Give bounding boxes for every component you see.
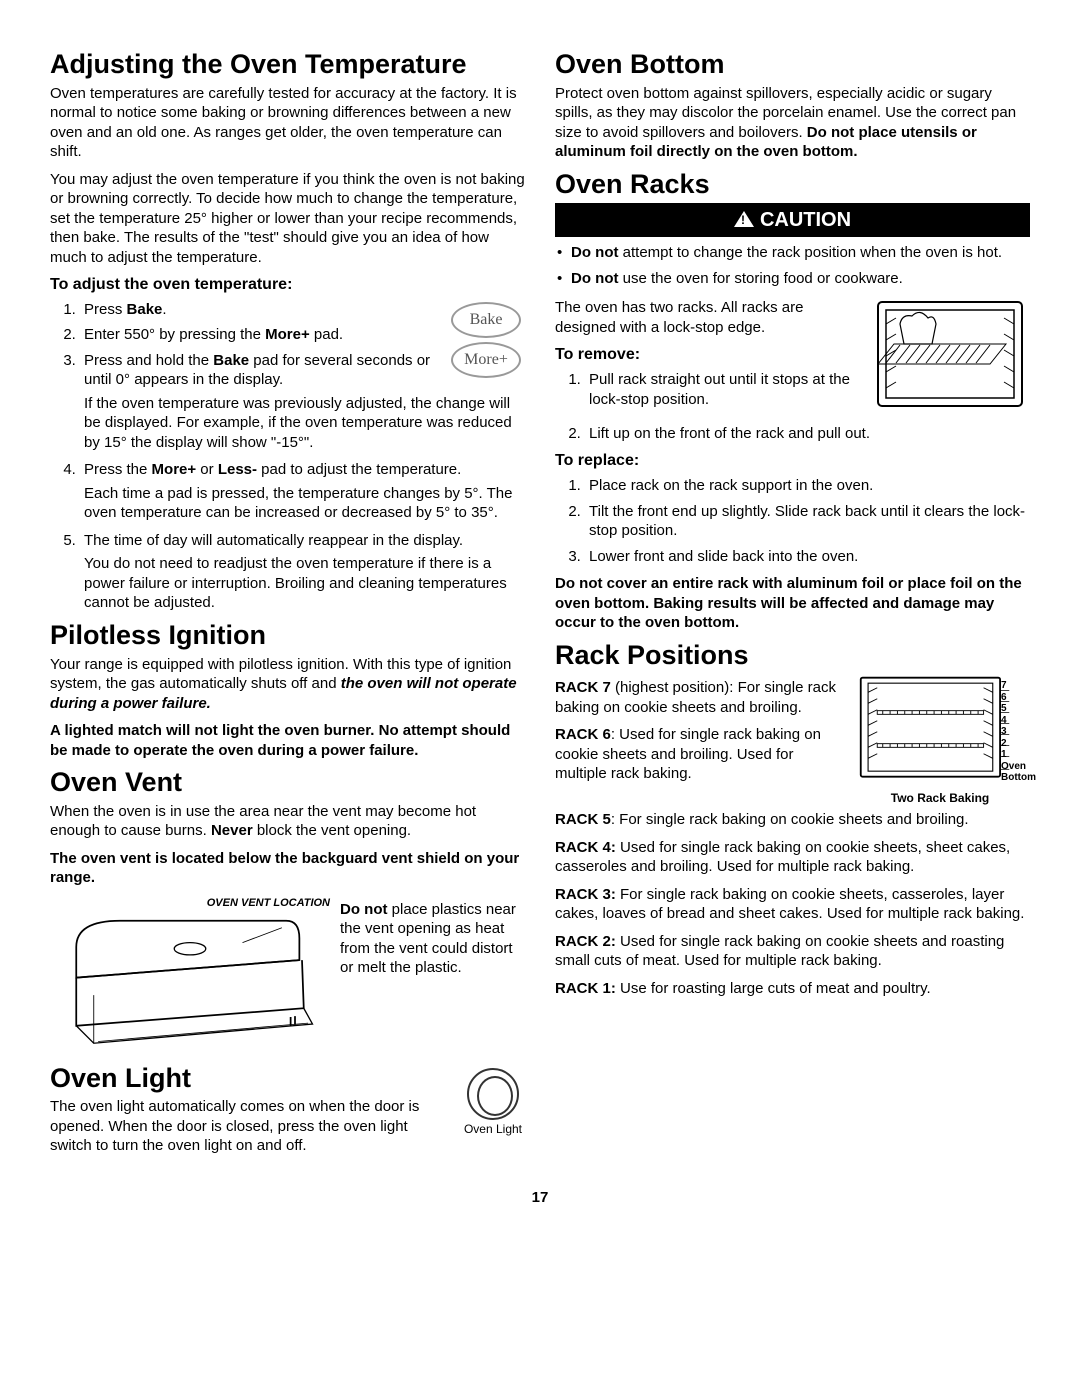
vent-label: OVEN VENT LOCATION [50,896,330,910]
rack-position-icon [850,674,1020,784]
oven-vent-icon [50,912,330,1052]
step-3-sub: If the oven temperature was previously a… [84,394,525,453]
caution-text: CAUTION [760,209,851,231]
more-pad-icon: More+ [451,342,521,378]
vent-side-text: Do not place plastics near the vent open… [340,896,525,986]
rack-remove-icon [870,294,1030,414]
vent-p1: When the oven is in use the area near th… [50,802,525,841]
rack6: RACK 6: Used for single rack baking on c… [555,725,836,784]
caution-list: Do not attempt to change the rack positi… [555,243,1030,288]
bake-pad-icon: Bake [451,302,521,338]
replace-3: Lower front and slide back into the oven… [585,547,1030,567]
oven-light-caption: Oven Light [461,1122,525,1138]
step-4: Press the More+ or Less- pad to adjust t… [80,460,525,523]
rack-remove-figure [870,294,1030,420]
rack5: RACK 5: For single rack baking on cookie… [555,810,1030,830]
remove-sub: To remove: [555,345,856,366]
racks-intro-row: The oven has two racks. All racks are de… [555,294,1030,420]
positions-text-1: RACK 7 (highest position): For single ra… [555,674,836,792]
heading-racks: Oven Racks [555,170,1030,200]
remove-2: Lift up on the front of the rack and pul… [585,424,1030,444]
left-column: Adjusting the Oven Temperature Oven temp… [50,50,525,1164]
pad-illustration: Bake More+ [447,298,525,382]
page: Adjusting the Oven Temperature Oven temp… [50,50,1030,1164]
right-column: Oven Bottom Protect oven bottom against … [555,50,1030,1164]
vent-figure-row: OVEN VENT LOCATION Do not place plastics… [50,896,525,1058]
rack-warning: Do not cover an entire rack with aluminu… [555,574,1030,633]
bottom-p1: Protect oven bottom against spillovers, … [555,84,1030,162]
caution-item-2: Do not use the oven for storing food or … [555,269,1030,289]
heading-adjusting: Adjusting the Oven Temperature [50,50,525,80]
positions-row: RACK 7 (highest position): For single ra… [555,674,1030,806]
replace-2: Tilt the front end up slightly. Slide ra… [585,502,1030,541]
pilotless-p1: Your range is equipped with pilotless ig… [50,655,525,714]
adj-p2: You may adjust the oven temperature if y… [50,170,525,268]
pilotless-p2: A lighted match will not light the oven … [50,721,525,760]
adj-p1: Oven temperatures are carefully tested f… [50,84,525,162]
heading-bottom: Oven Bottom [555,50,1030,80]
step-5-sub: You do not need to readjust the oven tem… [84,554,525,613]
oven-light-knob-icon [467,1068,519,1120]
remove-list: Pull rack straight out until it stops at… [575,370,856,409]
rack7: RACK 7 (highest position): For single ra… [555,678,836,717]
heading-positions: Rack Positions [555,641,1030,671]
heading-light: Oven Light [50,1064,525,1094]
replace-list: Place rack on the rack support in the ov… [575,476,1030,566]
vent-figure: OVEN VENT LOCATION [50,896,330,1058]
heading-vent: Oven Vent [50,768,525,798]
oven-light-figure: Oven Light [461,1068,525,1138]
remove-1: Pull rack straight out until it stops at… [585,370,856,409]
step-4-sub: Each time a pad is pressed, the temperat… [84,484,525,523]
vent-p2: The oven vent is located below the backg… [50,849,525,888]
page-number: 17 [50,1188,1030,1208]
rack3: RACK 3: For single rack baking on cookie… [555,885,1030,924]
racks-p1: The oven has two racks. All racks are de… [555,298,856,337]
remove-list-2: Lift up on the front of the rack and pul… [575,424,1030,444]
caution-bar: CAUTION [555,203,1030,237]
warning-triangle-icon [734,211,754,227]
racks-intro-text: The oven has two racks. All racks are de… [555,294,856,417]
heading-pilotless: Pilotless Ignition [50,621,525,651]
light-p1: The oven light automatically comes on wh… [50,1097,525,1156]
subhead-adjust: To adjust the oven temperature: [50,275,525,296]
rack-position-figure: 7 6 5 4 3 2 1 Oven Bottom Two Rack Bakin… [850,674,1030,806]
rack1: RACK 1: Use for roasting large cuts of m… [555,979,1030,999]
replace-1: Place rack on the rack support in the ov… [585,476,1030,496]
rack4: RACK 4: Used for single rack baking on c… [555,838,1030,877]
caution-item-1: Do not attempt to change the rack positi… [555,243,1030,263]
replace-sub: To replace: [555,451,1030,472]
rack-caption: Two Rack Baking [850,791,1030,807]
rack-number-labels: 7 6 5 4 3 2 1 Oven Bottom [1001,680,1036,785]
rack2: RACK 2: Used for single rack baking on c… [555,932,1030,971]
step-5: The time of day will automatically reapp… [80,531,525,613]
